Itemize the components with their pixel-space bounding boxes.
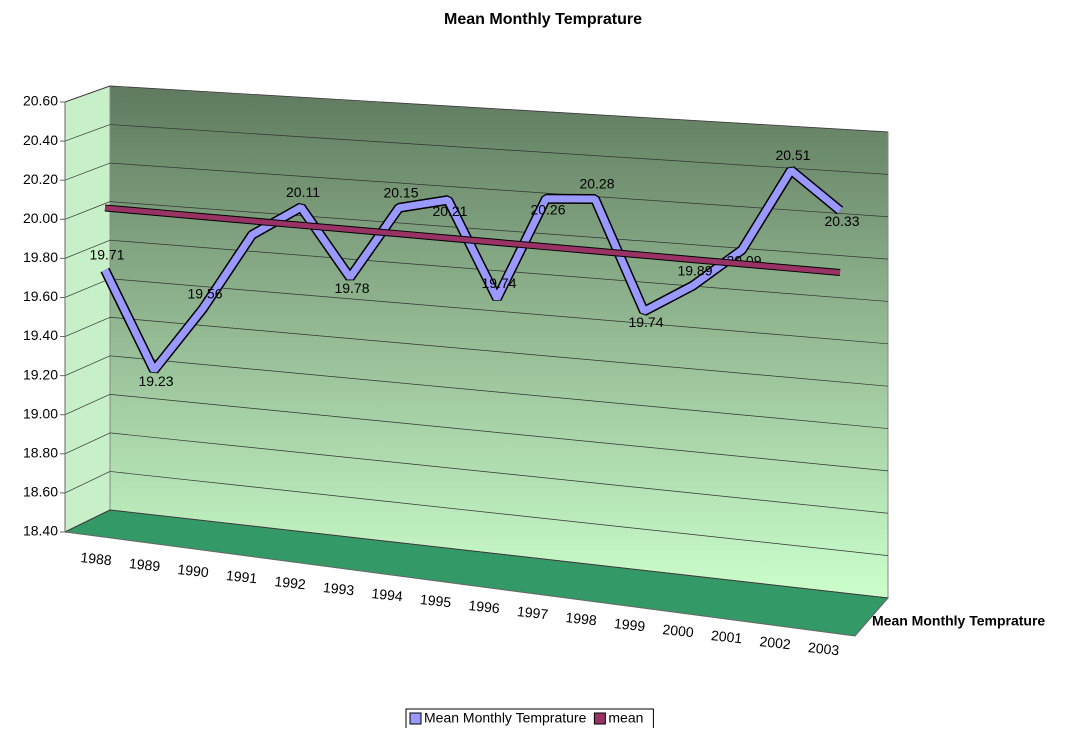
x-tick-label: 1992 (274, 573, 307, 592)
y-tick-label: 20.20 (23, 171, 58, 187)
x-tick-label: 1991 (225, 567, 258, 586)
legend-swatch (409, 712, 422, 725)
chart-title: Mean Monthly Temprature (444, 11, 642, 28)
grid-line (109, 124, 889, 175)
x-tick-label: 2001 (710, 627, 743, 646)
data-label: 19.71 (89, 247, 124, 263)
grid-line (109, 355, 889, 429)
grid-line (64, 316, 111, 337)
data-label: 19.89 (677, 262, 712, 278)
series-line (101, 167, 843, 373)
grid-line (109, 85, 889, 133)
grid-line (64, 509, 111, 533)
x-tick-label: 1997 (516, 603, 549, 622)
grid-line (64, 394, 111, 416)
grid-line (64, 239, 111, 259)
y-tick-label: 20.00 (23, 210, 58, 226)
data-label: 20.51 (775, 147, 810, 163)
x-tick-label: 1995 (419, 591, 452, 610)
x-tick-label: 1989 (128, 555, 161, 574)
data-label: 20.11 (286, 184, 320, 200)
data-label: 20.21 (432, 203, 467, 219)
grid-line (64, 278, 111, 298)
y-tick-label: 20.40 (23, 132, 58, 148)
legend-swatch (593, 712, 606, 725)
grid-line (109, 162, 889, 218)
grid-line (64, 471, 111, 494)
data-label: 20.26 (530, 201, 565, 217)
grid-line (109, 471, 889, 556)
y-tick-label: 19.40 (23, 327, 58, 343)
x-tick-label: 1993 (322, 579, 355, 598)
data-label: 19.74 (628, 314, 663, 330)
back-wall (109, 85, 889, 599)
x-tick-label: 1998 (565, 609, 598, 628)
y-tick-label: 18.40 (23, 523, 58, 539)
y-tick-label: 18.60 (23, 484, 58, 500)
x-tick-label: 1988 (80, 549, 113, 568)
y-tick-label: 19.80 (23, 249, 58, 265)
x-tick-label: 1996 (468, 597, 501, 616)
y-tick-label: 19.00 (23, 405, 58, 421)
grid-line (64, 162, 111, 181)
grid-line (109, 316, 889, 387)
grid-line (64, 201, 111, 220)
legend-label: mean (608, 710, 643, 726)
grid-line (64, 355, 111, 376)
legend-label: Mean Monthly Temprature (424, 710, 587, 726)
side-wall (64, 85, 111, 533)
series-line (104, 205, 841, 275)
x-tick-label: 2002 (759, 633, 792, 652)
grid-line (109, 432, 889, 514)
data-label: 19.78 (334, 280, 369, 296)
y-tick-label: 18.80 (23, 445, 58, 461)
data-label: 20.33 (824, 213, 859, 229)
y-tick-label: 19.20 (23, 366, 58, 382)
x-tick-label: 2000 (662, 621, 695, 640)
grid-line (109, 278, 889, 345)
data-label: 19.23 (138, 373, 173, 389)
x-tick-label: 1994 (371, 585, 404, 604)
depth-axis-label: Mean Monthly Temprature (872, 613, 1045, 629)
x-tick-label: 1999 (613, 615, 646, 634)
grid-line (64, 85, 111, 103)
y-tick-label: 19.60 (23, 288, 58, 304)
x-tick-label: 2003 (807, 639, 840, 658)
grid-line (109, 394, 889, 472)
data-label: 20.15 (383, 185, 418, 201)
data-label: 19.56 (187, 285, 222, 301)
data-label: 19.74 (481, 275, 516, 291)
grid-line (64, 432, 111, 455)
grid-line (109, 509, 889, 599)
y-tick-label: 20.60 (23, 93, 58, 109)
x-tick-label: 1990 (177, 561, 210, 580)
data-label: 20.28 (579, 176, 614, 192)
grid-line (64, 124, 111, 142)
grid-line (109, 201, 889, 260)
